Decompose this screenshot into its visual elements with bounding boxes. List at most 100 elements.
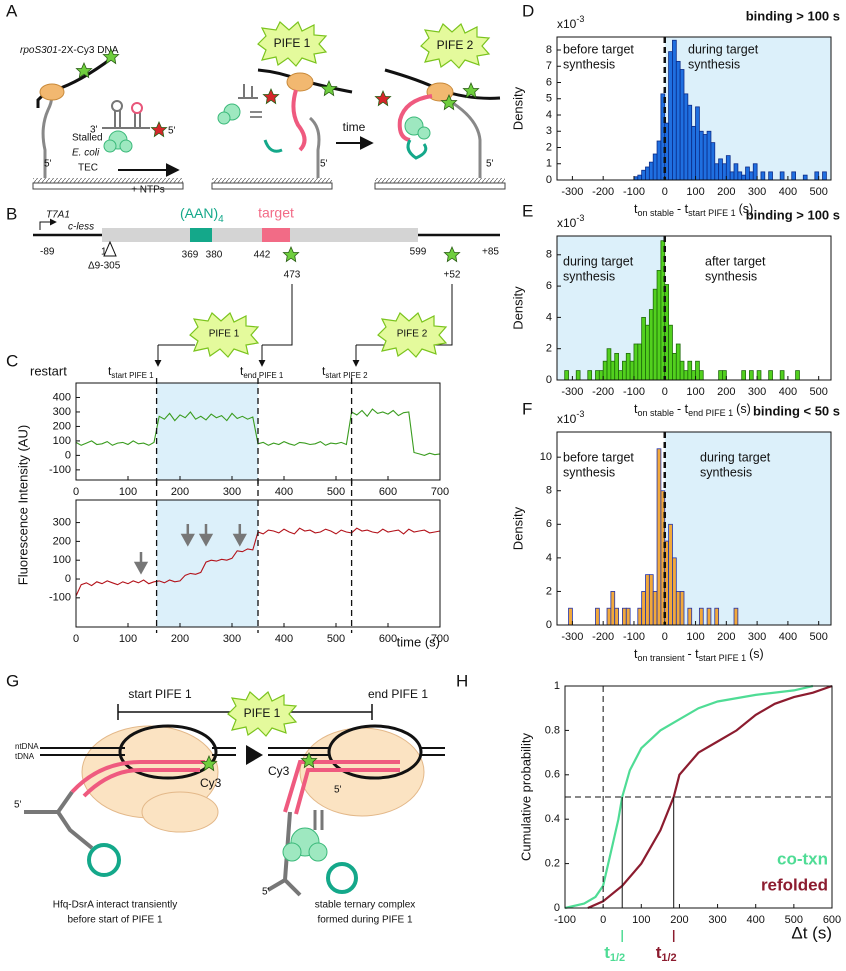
- histogram-bar: [645, 324, 650, 381]
- x-axis-label: time (s): [397, 634, 440, 649]
- panel-b-construct-shape: [262, 284, 293, 346]
- cdf-curve: [587, 684, 833, 910]
- histogram-bar: [718, 370, 723, 381]
- y-tick-label: 200: [53, 420, 71, 432]
- histogram-bar: [668, 51, 673, 181]
- histogram-bar: [595, 370, 600, 381]
- panel-g-diagram-shape: [82, 768, 200, 798]
- panel-a-scene-2-shape: [291, 89, 307, 152]
- panel-a-scene-1-shape: [131, 102, 143, 114]
- histogram-bar: [695, 106, 700, 181]
- histogram-bar: [656, 140, 662, 181]
- y-tick-label: 0.2: [545, 858, 560, 870]
- histogram-bar: [779, 171, 785, 181]
- label: TEC: [78, 163, 98, 174]
- label-part: on stable: [637, 408, 674, 418]
- panel-g-diagram-shape: [118, 724, 218, 780]
- x-tick-label: 500: [810, 386, 828, 398]
- panel-a-scene-1: rpoS301-2X-Cy3 DNA 5' Stalled E. coli TE…: [20, 45, 184, 196]
- histogram-bar: [741, 174, 746, 181]
- histogram-bar: [722, 370, 727, 381]
- panel-a-scene-2-shape: [250, 111, 262, 118]
- x-tick-label: 300: [223, 486, 241, 498]
- shaded-region: [156, 383, 258, 480]
- histogram-bar: [637, 174, 643, 181]
- panel-g-diagram-shape: [266, 811, 302, 897]
- histogram-bar: [668, 523, 673, 626]
- label: Hfq-DsrA interact transiently: [53, 900, 178, 911]
- x-tick-label: 0: [73, 486, 79, 498]
- histogram-bar: [606, 348, 612, 381]
- histogram-bar: [618, 370, 623, 381]
- label-part: on stable: [637, 208, 674, 218]
- panel-g-diagram-shape: [326, 862, 358, 894]
- y-axis-label: Density: [510, 86, 525, 130]
- panel-g-diagram-shape: [327, 724, 423, 780]
- x-tick-label: 200: [670, 914, 688, 926]
- x-tick-label: 500: [810, 186, 828, 198]
- y-tick-label: 300: [53, 406, 71, 418]
- histogram-bar: [745, 166, 750, 181]
- half-time-label: t1/2: [656, 943, 677, 963]
- x-tick-label: 100: [632, 914, 650, 926]
- histogram-bar: [598, 370, 604, 381]
- label-part: (s): [739, 202, 754, 216]
- panel-a-scene-2-shape: [212, 178, 332, 183]
- y-tick-label: 5: [546, 93, 552, 105]
- plot-frame: [556, 431, 832, 626]
- label: start PIFE 2: [325, 371, 368, 380]
- histogram-bar: [652, 153, 658, 181]
- histogram-bar: [668, 324, 673, 381]
- histogram-bar: [756, 370, 762, 381]
- histogram-bar: [606, 607, 612, 626]
- x-tick-label: 300: [748, 186, 766, 198]
- y-axis-label: Fluorescence Intensity (AU): [15, 425, 30, 585]
- histogram-bar: [814, 171, 820, 181]
- label-part: (s): [736, 402, 751, 416]
- label: 380: [206, 250, 223, 261]
- label-part: start PIFE 1: [688, 208, 736, 218]
- label-part: t: [634, 647, 638, 661]
- label-part: -3: [576, 409, 584, 419]
- label-part: end PIFE 1: [688, 408, 733, 418]
- label: start PIFE 1: [111, 371, 154, 380]
- histogram-bar: [672, 352, 677, 381]
- region-annotation: synthesis: [705, 269, 757, 283]
- x-tick-label: 600: [823, 914, 841, 926]
- histogram-bar: [641, 316, 646, 381]
- label: G: [6, 671, 19, 690]
- scale-label: x10-3: [557, 409, 584, 426]
- x-tick-label: 400: [747, 914, 765, 926]
- y-tick-label: -100: [49, 464, 71, 476]
- label: T7A1: [46, 210, 70, 221]
- panel-letters: A B C D E F G H: [6, 1, 534, 690]
- panel-a-scene-2-shape: [238, 84, 258, 99]
- label: ntDNA: [15, 742, 39, 751]
- label: 5': [44, 159, 52, 170]
- panel-a-scene-3-shape: [406, 139, 428, 160]
- histogram-bar: [679, 591, 685, 626]
- histogram-bar: [595, 607, 600, 626]
- panel-g-diagram-shape: [268, 747, 445, 756]
- panel-a-scene-1-shape: [32, 182, 184, 190]
- histogram-bar: [625, 352, 631, 381]
- label: 599: [410, 247, 427, 258]
- y-tick-label: 4: [546, 109, 552, 121]
- region-annotation: before target: [563, 42, 634, 56]
- histogram-bar: [675, 591, 681, 626]
- panel-a-scene-2-shape: [211, 182, 333, 190]
- chart-title: binding < 50 s: [753, 403, 840, 418]
- label: H: [456, 671, 468, 690]
- label: 442: [254, 250, 271, 261]
- panel-g-diagram-shape: [308, 842, 328, 862]
- label: stable ternary complex: [315, 900, 416, 911]
- legend-label: refolded: [761, 875, 828, 894]
- histogram-bar: [641, 591, 646, 626]
- label-part: - t: [677, 202, 689, 216]
- x-tick-label: 400: [779, 386, 797, 398]
- panel-a-scene-1-shape: [119, 139, 133, 153]
- y-tick-label: 300: [53, 516, 71, 528]
- x-tick-label: 100: [119, 486, 137, 498]
- panel-a-scene-3-shape: [397, 94, 433, 142]
